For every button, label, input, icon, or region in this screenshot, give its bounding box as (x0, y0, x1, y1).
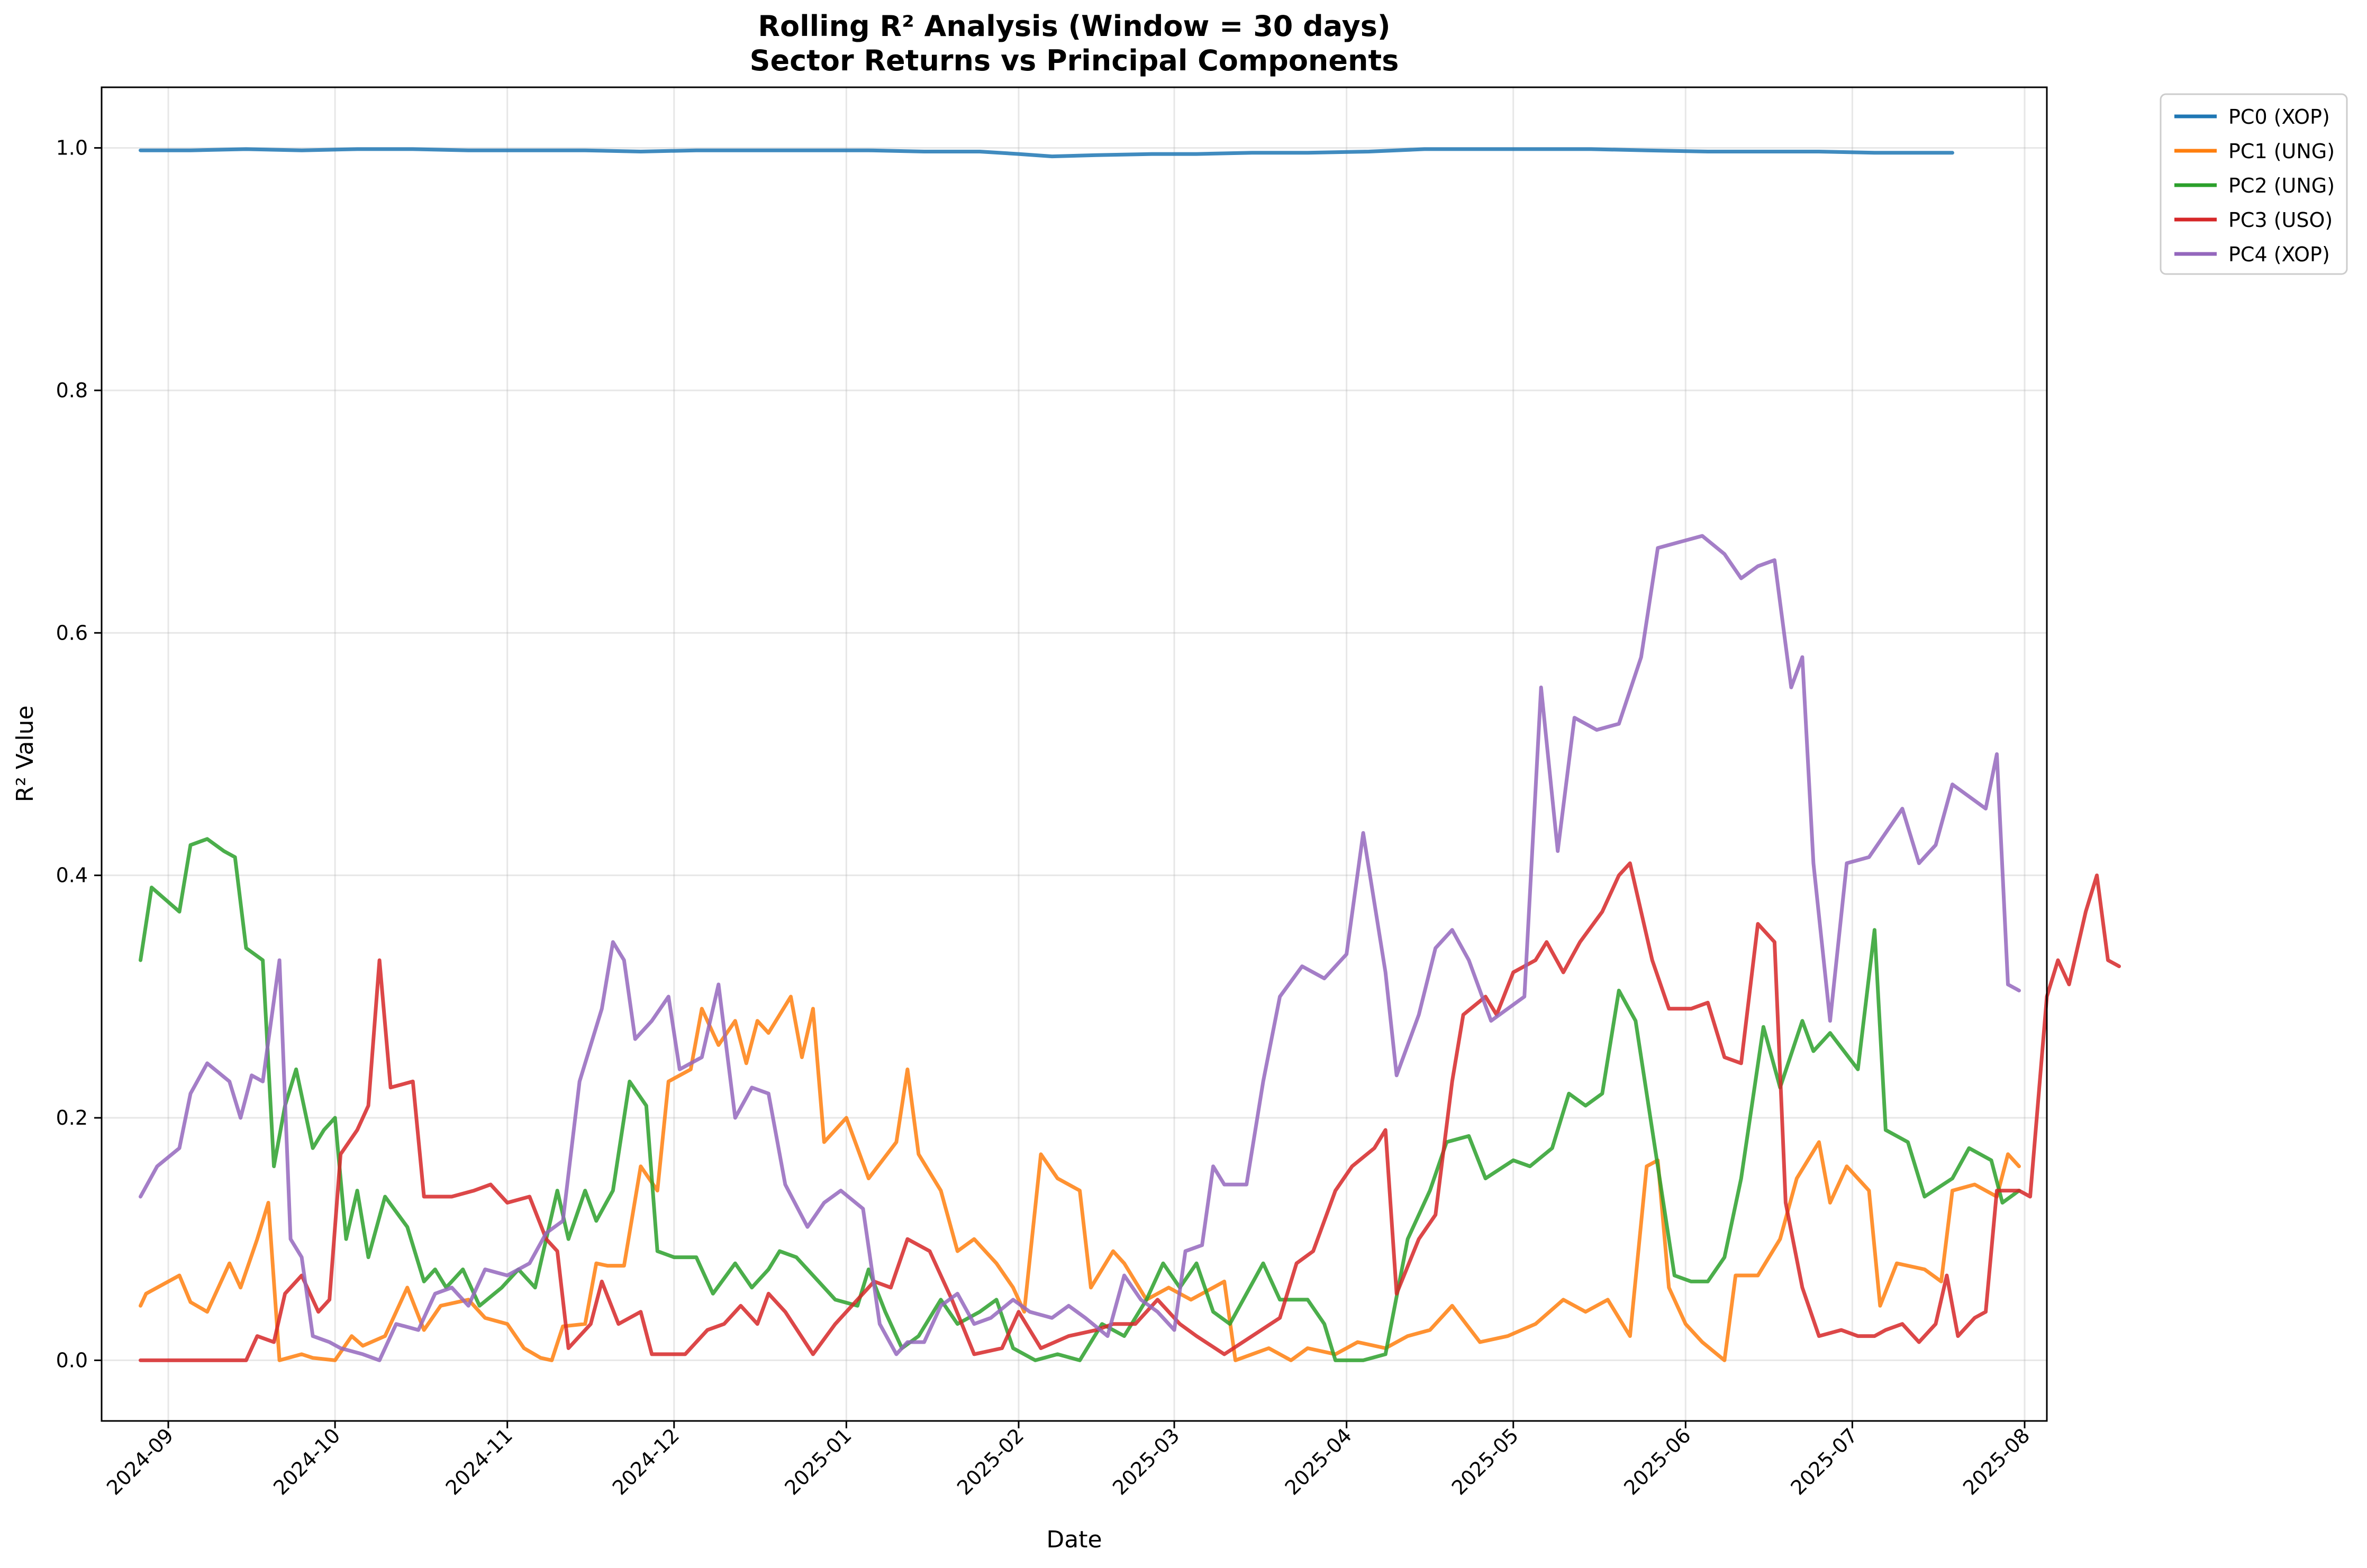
plot-lines (139, 147, 2121, 1362)
chart-title-line2: Sector Returns vs Principal Components (750, 44, 1399, 77)
series-line-pc2 (139, 837, 2021, 1362)
y-tick-label: 0.0 (56, 1348, 88, 1372)
plot-frame (101, 86, 2048, 1422)
series-line-pc1 (139, 995, 2021, 1362)
y-tick-label: 0.8 (56, 379, 88, 402)
legend-label-pc4: PC4 (XOP) (2228, 243, 2330, 266)
y-tick-label: 1.0 (56, 136, 88, 160)
y-tick-label: 0.4 (56, 864, 88, 887)
series-line-pc0 (139, 147, 1954, 159)
legend-label-pc0: PC0 (XOP) (2228, 105, 2330, 129)
legend-box (2160, 93, 2348, 275)
series-line-pc3 (139, 861, 2121, 1362)
y-tick-label: 0.2 (56, 1106, 88, 1129)
y-tick-label: 0.6 (56, 621, 88, 644)
chart-title-line1: Rolling R² Analysis (Window = 30 days) (758, 10, 1390, 43)
legend: PC0 (XOP) PC1 (UNG) PC2 (UNG) PC3 (USO) … (2160, 93, 2348, 275)
series-line-pc4 (139, 534, 2021, 1362)
x-axis-label: Date (1046, 1526, 1102, 1553)
legend-label-pc3: PC3 (USO) (2228, 208, 2333, 232)
y-axis-label: R² Value (12, 705, 39, 802)
legend-label-pc2: PC2 (UNG) (2228, 174, 2335, 197)
legend-label-pc1: PC1 (UNG) (2228, 140, 2335, 163)
